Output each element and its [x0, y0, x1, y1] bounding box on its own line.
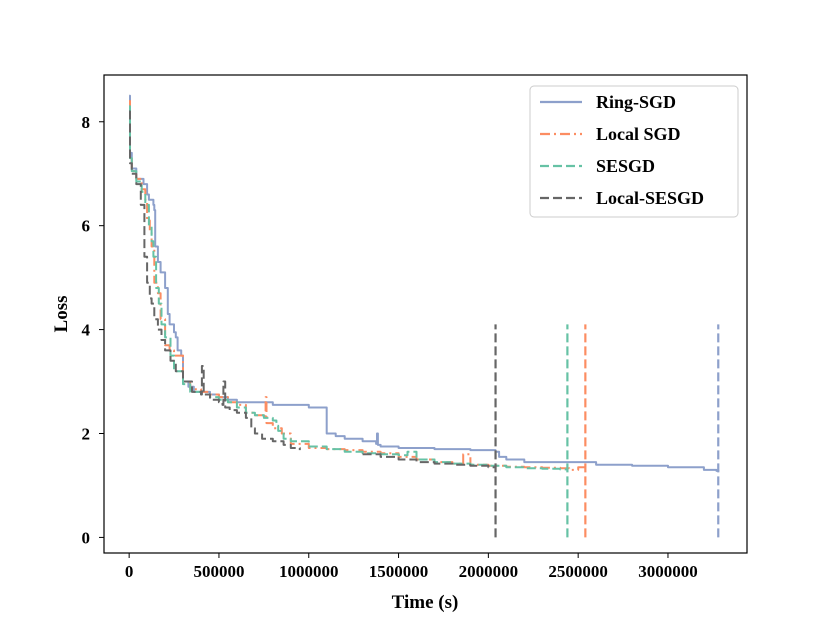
- series-line-sesgd: [129, 105, 569, 471]
- y-tick-label: 2: [82, 425, 91, 444]
- y-tick-label: 0: [82, 528, 91, 547]
- legend-label-ring-sgd: Ring-SGD: [596, 92, 676, 112]
- series-layer: [129, 94, 720, 538]
- y-tick-label: 4: [82, 321, 91, 340]
- y-tick-label: 8: [82, 113, 91, 132]
- x-tick-label: 1000000: [279, 562, 339, 581]
- x-tick-label: 2500000: [548, 562, 608, 581]
- legend-box: [529, 85, 739, 218]
- x-tick-label: 1500000: [369, 562, 429, 581]
- legend-label-sesgd: SESGD: [596, 156, 655, 176]
- series-line-local-sesgd-continuation: [362, 453, 497, 470]
- x-axis-label: Time (s): [392, 592, 459, 613]
- x-tick-label: 3000000: [638, 562, 698, 581]
- x-tick-label: 500000: [193, 562, 244, 581]
- legend-label-local-sesgd: Local-SESGD: [596, 188, 704, 208]
- y-axis-label: Loss: [51, 296, 72, 333]
- x-tick-label: 0: [125, 562, 134, 581]
- x-tick-label: 2000000: [459, 562, 519, 581]
- legend: Ring-SGD Local SGD SESGD Local-SESGD: [529, 85, 739, 218]
- legend-label-local-sgd: Local SGD: [596, 124, 681, 144]
- y-tick-label: 6: [82, 217, 91, 236]
- x-axis: 0 500000 1000000 1500000 2000000 2500000 30000…: [125, 553, 698, 581]
- y-axis: 0 2 4 6 8: [82, 113, 104, 547]
- series-line-local-sesgd: [129, 110, 301, 451]
- plot-frame: [103, 74, 748, 554]
